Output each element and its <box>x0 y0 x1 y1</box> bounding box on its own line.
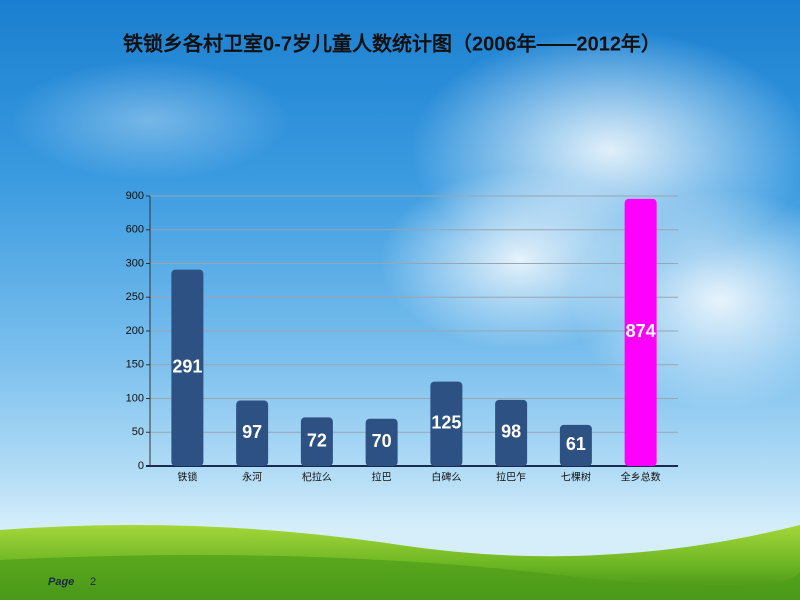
bar <box>365 418 398 466</box>
data-label: 874 <box>626 321 656 341</box>
data-label: 98 <box>501 422 521 442</box>
x-tick-label: 白碑么 <box>431 471 461 484</box>
page-number: 2 <box>90 576 96 588</box>
bar <box>495 399 528 466</box>
x-tick-label: 拉巴 <box>372 471 392 484</box>
y-tick-label: 150 <box>126 359 144 371</box>
bar <box>171 269 204 466</box>
x-tick-label: 拉巴乍 <box>496 471 526 484</box>
y-tick-label: 300 <box>126 257 144 269</box>
y-tick-label: 200 <box>126 325 144 337</box>
y-tick-label: 600 <box>126 224 144 236</box>
x-tick-label: 铁锁 <box>177 471 197 484</box>
y-tick-label: 0 <box>138 460 144 472</box>
bar <box>300 417 333 466</box>
bar <box>559 424 592 466</box>
y-tick-label: 100 <box>126 392 144 404</box>
y-tick-label: 900 <box>126 190 144 202</box>
data-label: 125 <box>431 413 461 433</box>
data-label: 70 <box>372 431 392 451</box>
y-tick-label: 50 <box>132 426 144 438</box>
x-tick-label: 永河 <box>242 471 262 484</box>
data-label: 291 <box>172 357 202 377</box>
x-tick-label: 全乡总数 <box>621 471 661 484</box>
background-decoration <box>0 30 800 600</box>
x-tick-label: 杞拉么 <box>302 471 332 484</box>
bar <box>430 381 463 466</box>
bar <box>236 400 269 466</box>
x-tick-label: 七棵树 <box>561 471 591 484</box>
footer-label: Page <box>48 576 74 588</box>
y-tick-label: 250 <box>126 291 144 303</box>
data-label: 72 <box>307 430 327 450</box>
chart-title: 铁锁乡各村卫室0-7岁儿童人数统计图（2006年——2012年） <box>123 31 661 55</box>
data-label: 61 <box>566 434 586 454</box>
data-label: 97 <box>242 422 262 442</box>
bar <box>624 198 657 467</box>
